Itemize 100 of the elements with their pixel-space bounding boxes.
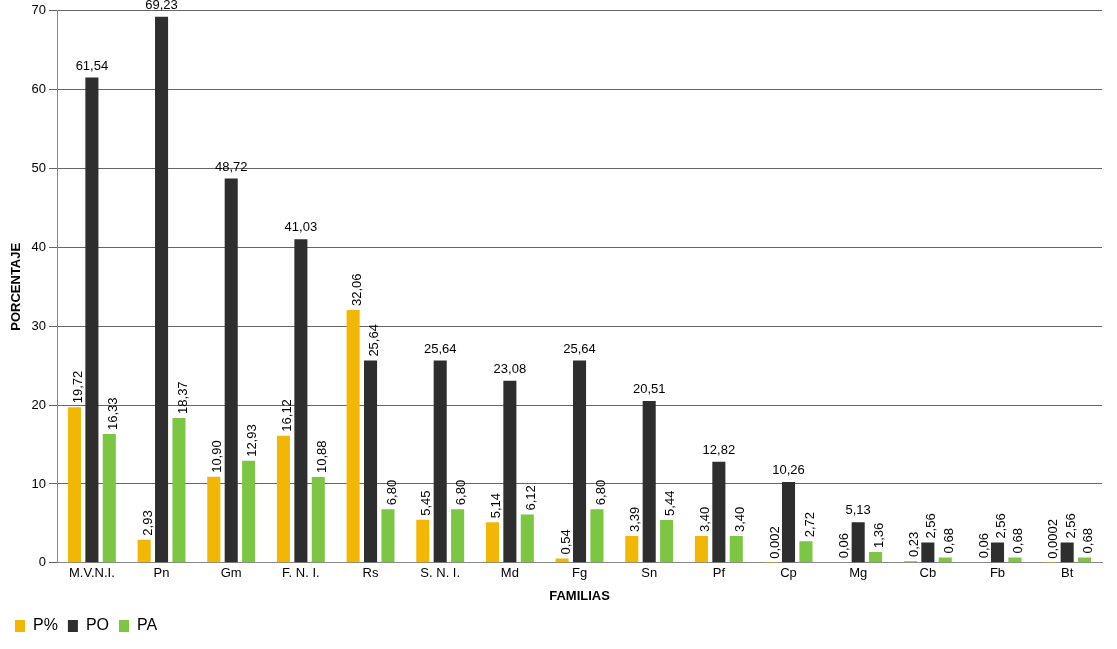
data-label: 2,72: [801, 512, 817, 538]
bar: [921, 542, 935, 563]
bar: [346, 309, 360, 563]
bar: [1060, 542, 1074, 563]
data-label: 10,88: [313, 440, 329, 473]
data-label: 2,56: [993, 513, 1009, 539]
y-tick-label: 0: [38, 554, 47, 570]
data-label: 32,06: [348, 273, 364, 306]
data-label: 61,54: [75, 57, 109, 73]
data-label: 1,36: [871, 522, 887, 549]
bar: [294, 239, 308, 563]
data-label: 3,39: [627, 506, 643, 533]
bar: [729, 535, 743, 563]
data-label: 2,56: [1062, 513, 1078, 539]
y-tick-label: 20: [31, 396, 47, 412]
data-label: 0,68: [1010, 528, 1026, 554]
x-tick-label: Sn: [641, 565, 658, 581]
x-tick-label: F. N. I.: [282, 565, 320, 581]
legend-label: P%: [33, 616, 58, 634]
bar: [416, 519, 430, 563]
bar: [1078, 557, 1092, 563]
bar: [207, 476, 221, 563]
data-label: 0,68: [940, 528, 956, 554]
bar: [712, 461, 726, 563]
bar: [851, 522, 865, 563]
bar: [869, 552, 883, 563]
bar: [102, 434, 116, 563]
data-label: 0,54: [557, 529, 573, 555]
y-tick-label: 70: [31, 2, 47, 18]
x-tick-label: Gm: [220, 565, 242, 581]
bar: [311, 477, 325, 563]
data-label: 6,80: [453, 479, 469, 506]
y-tick-label: 40: [31, 238, 47, 254]
data-label: 6,80: [383, 479, 399, 506]
bar: [381, 509, 395, 563]
data-label: 5,45: [418, 490, 434, 516]
data-label: 23,08: [493, 360, 527, 376]
bar: [433, 360, 447, 563]
x-tick-label: Fb: [989, 565, 1006, 581]
data-label: 2,56: [923, 513, 939, 539]
x-tick-label: S. N. I.: [420, 565, 461, 581]
x-tick-label: Mg: [849, 565, 868, 581]
x-tick-label: Pn: [153, 565, 170, 581]
bar: [224, 178, 238, 563]
bar: [590, 509, 604, 563]
x-tick-label: M.V.N.I.: [69, 565, 115, 581]
data-label: 12,82: [702, 441, 736, 457]
data-label: 2,93: [139, 510, 155, 536]
bar: [781, 481, 796, 563]
x-tick-label: Rs: [362, 565, 379, 581]
data-label: 10,90: [209, 440, 225, 473]
y-axis-title: PORCENTAJE: [8, 242, 24, 331]
bar: [242, 460, 256, 563]
data-label: 16,33: [104, 397, 120, 431]
data-label: 3,40: [697, 506, 713, 532]
bar: [642, 401, 656, 563]
x-tick-label: Bt: [1061, 565, 1074, 581]
data-label: 6,80: [592, 479, 608, 506]
y-tick-label: 60: [31, 81, 47, 97]
data-label: 0,68: [1080, 528, 1096, 554]
data-label: 18,37: [174, 381, 190, 414]
bar: [137, 539, 151, 563]
bar: [364, 360, 378, 563]
bar: [520, 514, 534, 563]
data-label: 6,12: [522, 485, 538, 511]
data-label: 19,72: [70, 370, 86, 404]
bar: [990, 542, 1005, 563]
bar: [276, 435, 290, 563]
data-label: 3,40: [731, 506, 747, 532]
data-label: 69,23: [145, 0, 178, 12]
data-label: 5,14: [488, 492, 504, 519]
x-tick-label: Pf: [712, 565, 726, 581]
bar: [67, 407, 82, 563]
data-label: 25,64: [423, 340, 457, 356]
data-label: 10,26: [772, 461, 805, 477]
y-tick-label: 30: [31, 317, 47, 333]
x-tick-label: Md: [500, 565, 519, 581]
x-tick-label: Cb: [919, 565, 937, 581]
data-label: 12,93: [244, 424, 260, 457]
data-label: 0,06: [975, 533, 991, 559]
legend-label: PO: [85, 616, 110, 634]
y-tick-label: 10: [31, 475, 47, 491]
bar: [485, 522, 499, 563]
data-label: 16,12: [279, 399, 295, 432]
x-tick-label: Fg: [571, 565, 588, 581]
data-label: 0,0002: [1045, 519, 1061, 559]
data-label: 0,002: [766, 526, 782, 559]
x-axis-title: FAMILIAS: [549, 587, 611, 603]
bar: [625, 536, 639, 563]
data-label: 0,23: [906, 531, 922, 557]
bar: [503, 380, 517, 563]
x-tick-label: Cp: [780, 565, 797, 581]
data-label: 0,06: [836, 533, 852, 559]
bar: [799, 541, 813, 563]
bar: [938, 557, 952, 563]
bar: [573, 360, 587, 563]
bar: [172, 417, 186, 563]
legend-label: PA: [137, 616, 158, 634]
data-label: 5,44: [662, 490, 678, 516]
bar: [155, 16, 169, 563]
